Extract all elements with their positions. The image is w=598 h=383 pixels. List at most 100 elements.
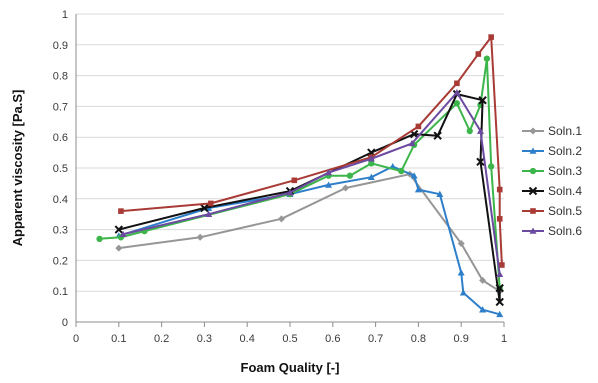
- legend-swatch-marker: [530, 208, 536, 214]
- data-point: [208, 200, 214, 207]
- legend-swatch-marker: [529, 167, 537, 175]
- data-point: [479, 276, 487, 284]
- x-axis-title: Foam Quality [-]: [241, 360, 340, 375]
- y-tick-label: 0.1: [53, 286, 68, 298]
- data-point: [115, 244, 123, 252]
- y-tick-label: 0.2: [53, 255, 68, 267]
- legend-swatch-marker: [529, 127, 537, 135]
- y-tick-labels: 0 0.1 0.2 0.3 0.4 0.5 0.6 0.7 0.8 0.9 1: [53, 9, 68, 329]
- y-tick-label: 1: [62, 9, 68, 21]
- y-tick-label: 0.4: [53, 194, 68, 206]
- data-point: [457, 269, 465, 276]
- y-tick-label: 0.9: [53, 40, 68, 52]
- data-point: [114, 225, 124, 234]
- data-point: [433, 131, 442, 140]
- legend-label: Soln.6: [548, 224, 582, 238]
- data-point: [342, 184, 350, 192]
- series-line: [118, 173, 501, 293]
- data-point: [499, 262, 505, 268]
- data-point: [200, 203, 209, 213]
- data-point: [496, 310, 504, 318]
- data-point: [286, 189, 294, 196]
- data-point: [368, 160, 375, 167]
- data-point: [483, 55, 491, 62]
- legend-label: Soln.4: [548, 184, 582, 198]
- axes: [75, 14, 505, 327]
- legend-item: Soln.4: [522, 184, 582, 198]
- x-tick-labels: 0 0.1 0.2 0.3 0.4 0.5 0.6 0.7 0.8 0.9 1: [73, 333, 507, 345]
- data-point: [414, 186, 422, 193]
- x-tick-label: 0.3: [197, 333, 212, 345]
- y-tick-label: 0.7: [53, 101, 68, 113]
- x-tick-label: 0.6: [325, 333, 340, 345]
- data-point: [367, 173, 375, 181]
- data-point: [453, 89, 461, 96]
- data-point: [454, 80, 460, 87]
- x-tick-label: 0.9: [454, 333, 469, 345]
- legend-label: Soln.3: [548, 164, 582, 178]
- legend-item: Soln.1: [522, 124, 582, 138]
- legend-item: Soln.2: [522, 144, 582, 158]
- data-point: [453, 100, 461, 107]
- y-tick-label: 0.6: [53, 132, 68, 144]
- data-point: [495, 283, 504, 293]
- x-tick-label: 0.8: [411, 333, 426, 345]
- data-point: [325, 181, 333, 188]
- x-tick-label: 1: [501, 333, 507, 345]
- legend-swatch-marker: [529, 227, 537, 234]
- y-tick-label: 0.5: [53, 163, 68, 175]
- legend-swatch-marker: [529, 147, 537, 154]
- data-point: [476, 127, 484, 134]
- legend-label: Soln.5: [548, 204, 582, 218]
- data-point: [488, 163, 495, 170]
- data-point: [457, 239, 465, 247]
- data-point: [398, 167, 405, 175]
- y-tick-label: 0.8: [53, 71, 68, 83]
- data-point: [277, 215, 285, 223]
- data-point: [291, 177, 298, 184]
- data-point: [118, 208, 124, 214]
- x-tick-label: 0.2: [154, 333, 169, 345]
- data-point: [367, 155, 375, 162]
- series-group: [96, 34, 505, 318]
- data-point: [436, 190, 444, 197]
- data-point: [466, 127, 473, 135]
- data-point: [325, 169, 333, 176]
- data-point: [475, 51, 482, 57]
- x-tick-label: 0: [73, 333, 79, 345]
- data-point: [488, 34, 494, 40]
- data-point: [459, 289, 467, 296]
- data-point: [496, 216, 503, 222]
- legend: Soln.1 Soln.2 Soln.3 Soln.4 Soln.5 Soln.6: [522, 124, 582, 238]
- data-point: [196, 233, 204, 241]
- data-point: [410, 172, 418, 179]
- data-point: [478, 96, 487, 105]
- x-tick-label: 0.4: [240, 333, 255, 345]
- grid-lines: [76, 13, 504, 323]
- data-point: [415, 123, 422, 130]
- legend-item: Soln.3: [522, 164, 582, 178]
- legend-item: Soln.5: [522, 204, 582, 218]
- series-soln-6: [119, 89, 504, 278]
- data-point: [496, 186, 503, 193]
- legend-label: Soln.1: [548, 124, 582, 138]
- data-point: [408, 139, 416, 147]
- data-point: [479, 306, 487, 313]
- data-point: [96, 235, 103, 242]
- x-tick-label: 0.5: [282, 333, 297, 345]
- data-point: [119, 230, 127, 238]
- data-point: [205, 210, 213, 217]
- x-tick-label: 0.1: [111, 333, 126, 345]
- data-point: [495, 297, 504, 307]
- y-tick-label: 0: [62, 317, 68, 329]
- x-tick-label: 0.7: [368, 333, 383, 345]
- y-tick-label: 0.3: [53, 225, 68, 237]
- legend-swatch-marker: [528, 186, 538, 196]
- y-axis-title: Apparent viscosity [Pa.S]: [10, 90, 25, 247]
- series-soln-1: [115, 170, 504, 295]
- legend-item: Soln.6: [522, 224, 582, 238]
- data-point: [476, 157, 485, 167]
- legend-label: Soln.2: [548, 144, 582, 158]
- data-point: [496, 270, 504, 278]
